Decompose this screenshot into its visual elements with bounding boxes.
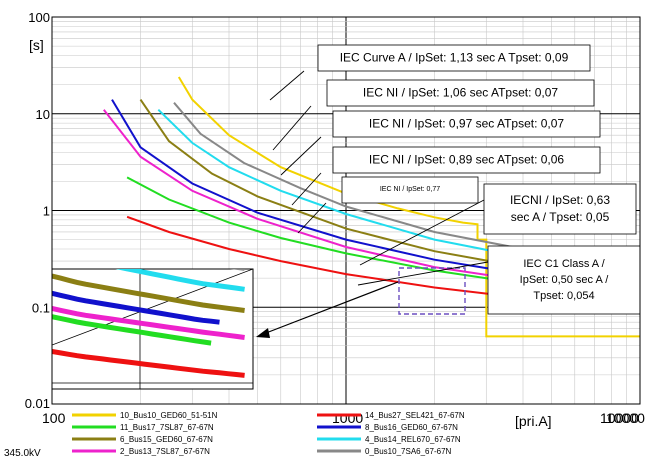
- legend-label: 14_Bus27_SEL421_67-67N: [365, 411, 465, 420]
- annotation-text: IpSet: 0,50 sec A /: [520, 274, 610, 286]
- legend-label: 11_Bus17_7SL87_67-67N: [120, 423, 214, 432]
- inset-content: [52, 269, 253, 389]
- legend-label: 10_Bus10_GED60_51-51N: [120, 411, 218, 420]
- y-tick-label: 1: [43, 204, 50, 219]
- legend-label: 0_Bus10_7SA6_67-67N: [365, 447, 452, 456]
- x-tick-label: 100: [42, 410, 66, 426]
- annotation-boxes: IEC Curve A / IpSet: 1,13 sec A Tpset: 0…: [269, 44, 641, 315]
- inset-series-line: [52, 306, 245, 340]
- annotation-frame: [332, 146, 601, 174]
- annotation-frame: [317, 44, 591, 72]
- annotation-text: IEC NI / IpSet: 1,06 sec ATpset: 0,07: [363, 86, 559, 100]
- annotation-leader: [291, 172, 322, 206]
- annotation-frame: [332, 110, 601, 138]
- annotation-frame: [487, 245, 641, 315]
- x-axis-label: [pri.A]: [515, 413, 552, 429]
- x-tick-label: 1000: [332, 410, 363, 426]
- y-axis-label: [s]: [29, 37, 44, 53]
- annotation-box: IEC NI / IpSet: 0,77: [341, 176, 479, 204]
- annotation-frame: [483, 183, 637, 235]
- inset-gridline: [52, 269, 253, 346]
- x-tick-label: 10000: [606, 410, 645, 426]
- legend-label: 4_Bus14_REL670_67-67N: [365, 435, 461, 444]
- inset-series-line: [115, 269, 245, 292]
- zoom-inset: [51, 268, 399, 390]
- y-tick-label: 100: [28, 10, 50, 25]
- annotation-text: IEC NI / IpSet: 0,77: [380, 186, 440, 193]
- y-tick-label: 0.1: [32, 300, 50, 315]
- legend-label: 8_Bus16_GED60_67-67N: [365, 423, 458, 432]
- inset-series-line: [52, 314, 212, 346]
- annotation-text: sec A / Tpset: 0,05: [511, 210, 610, 224]
- legend-label: 2_Bus13_7SL87_67-67N: [120, 447, 210, 456]
- annotation-leader: [269, 70, 305, 101]
- inset-series-line: [52, 273, 245, 313]
- plot-frame: [51, 16, 641, 405]
- annotation-text: IEC Curve A / IpSet: 1,13 sec A Tpset: 0…: [340, 51, 569, 65]
- annotation-text: IECNI / IpSet: 0,63: [510, 193, 610, 207]
- inset-series-line: [52, 349, 245, 378]
- annotation-leader: [272, 105, 312, 151]
- annotation-text: IEC NI / IpSet: 0,97 sec ATpset: 0,07: [369, 117, 565, 131]
- annotation-box: IEC NI / IpSet: 1,06 sec ATpset: 0,07: [326, 79, 595, 107]
- annotation-frame: [326, 79, 595, 107]
- annotation-text: IEC NI / IpSet: 0,89 sec ATpset: 0,06: [369, 153, 565, 167]
- series-line: [177, 76, 640, 338]
- legend-label: 6_Bus15_GED60_67-67N: [120, 435, 213, 444]
- footer-label: 345.0kV: [4, 448, 41, 459]
- annotation-leader: [280, 136, 322, 176]
- annotation-frame: [341, 176, 479, 204]
- inset-frame: [51, 268, 254, 390]
- annotation-text: IEC C1 Class A /: [523, 258, 605, 270]
- zoom-arrow: [265, 281, 399, 334]
- y-tick-label: 0.01: [25, 396, 50, 411]
- annotation-box: IEC Curve A / IpSet: 1,13 sec A Tpset: 0…: [317, 44, 591, 72]
- annotation-leader: [297, 202, 327, 234]
- annotation-box: IECNI / IpSet: 0,63 sec A / Tpset: 0,05: [483, 183, 637, 235]
- annotation-box: IEC NI / IpSet: 0,97 sec ATpset: 0,07: [332, 110, 601, 138]
- annotation-text: Tpset: 0,054: [533, 290, 594, 302]
- annotation-leader: [357, 261, 489, 286]
- legend: 10_Bus10_GED60_51-51N 14_Bus27_SEL421_67-…: [72, 411, 465, 456]
- annotation-box: IEC NI / IpSet: 0,89 sec ATpset: 0,06: [332, 146, 601, 174]
- y-tick-label: 10: [36, 107, 50, 122]
- annotation-box: IEC C1 Class A / IpSet: 0,50 sec A / Tpset…: [487, 245, 641, 315]
- inset-series-line: [52, 290, 220, 325]
- x-tick-label: 10000: [600, 410, 639, 426]
- zoom-region-box: [398, 267, 466, 315]
- annotation-leader: [359, 199, 485, 266]
- zoom-arrowhead: [256, 328, 270, 338]
